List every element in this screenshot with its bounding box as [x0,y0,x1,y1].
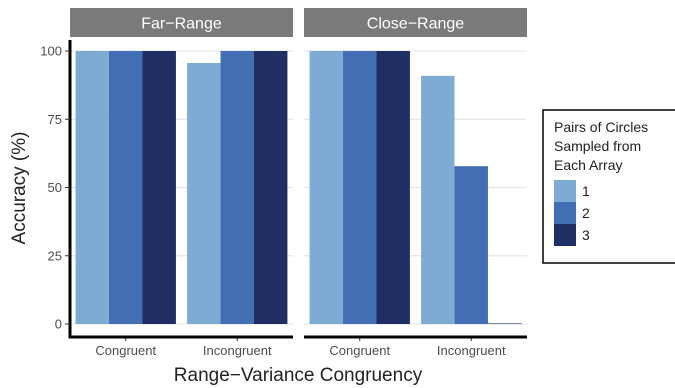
y-tick-label: 0 [55,317,62,332]
x-tick-label: Incongruent [203,343,272,358]
bar [109,51,143,324]
panel: Close−Range Congruent Incongruent [304,8,527,358]
bar [220,51,254,324]
legend-label: 1 [582,183,590,199]
legend-label: 2 [582,205,590,221]
bar [421,75,455,324]
facet-strip-label: Close−Range [367,16,465,33]
x-tick-label: Congruent [95,343,156,358]
x-tick-label: Incongruent [437,343,506,358]
facet-strip [304,8,527,37]
bar [187,63,221,325]
bar [253,51,288,324]
y-tick-label: 25 [48,248,62,263]
facet-strip-label: Far−Range [141,16,222,33]
facet-strip [70,8,293,37]
legend: Pairs of Circles Sampled from Each Array 1 2… [542,109,675,264]
bar [309,51,344,324]
bar [454,166,488,324]
x-axis-title: Range−Variance Congruency [174,365,423,386]
legend-title-line: Pairs of Circles [554,119,648,135]
legend-title-line: Each Array [554,157,622,173]
bar [343,51,377,324]
bar [142,51,176,324]
legend-key [554,224,576,246]
y-tick-label: 50 [48,180,62,195]
legend-key [554,202,576,224]
x-tick-label: Congruent [329,343,390,358]
bar [376,51,410,324]
y-axis: 0 25 50 75 100 [40,40,72,339]
panel: Far−Range Congruent Incongruent [70,8,293,358]
bar [487,323,522,324]
legend-key [554,180,576,202]
y-tick-label: 100 [40,44,62,59]
bar [75,51,110,324]
y-tick-label: 75 [48,112,62,127]
y-axis-title: Accuracy (%) [9,132,30,245]
legend-label: 3 [582,227,590,243]
legend-title-line: Sampled from [554,138,641,154]
